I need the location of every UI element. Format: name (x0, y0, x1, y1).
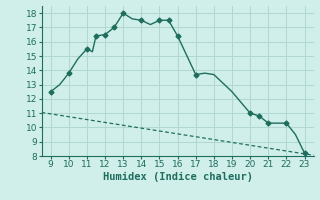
X-axis label: Humidex (Indice chaleur): Humidex (Indice chaleur) (103, 172, 252, 182)
